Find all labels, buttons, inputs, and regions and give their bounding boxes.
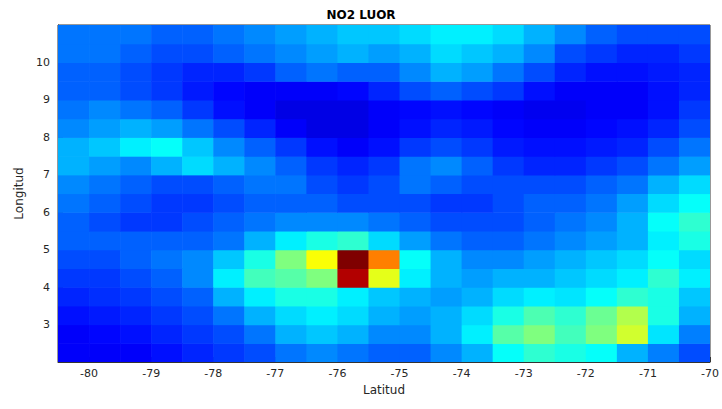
svg-text:-76: -76 [328, 367, 346, 380]
svg-text:Longitud: Longitud [12, 167, 26, 219]
svg-text:10: 10 [36, 56, 50, 69]
svg-text:-79: -79 [142, 367, 160, 380]
svg-text:8: 8 [43, 131, 50, 144]
svg-text:-77: -77 [266, 367, 284, 380]
svg-text:9: 9 [43, 93, 50, 106]
svg-text:3: 3 [43, 318, 50, 331]
svg-text:-74: -74 [453, 367, 471, 380]
svg-text:Latitud: Latitud [363, 383, 405, 397]
svg-text:-73: -73 [515, 367, 533, 380]
svg-text:-75: -75 [391, 367, 409, 380]
svg-text:-70: -70 [701, 367, 719, 380]
svg-text:NO2 LUOR: NO2 LUOR [326, 8, 395, 22]
svg-text:4: 4 [43, 281, 50, 294]
svg-text:-80: -80 [80, 367, 98, 380]
svg-text:6: 6 [43, 206, 50, 219]
svg-text:-72: -72 [577, 367, 595, 380]
svg-text:7: 7 [43, 168, 50, 181]
svg-text:-78: -78 [204, 367, 222, 380]
svg-text:-71: -71 [639, 367, 657, 380]
svg-text:5: 5 [43, 243, 50, 256]
